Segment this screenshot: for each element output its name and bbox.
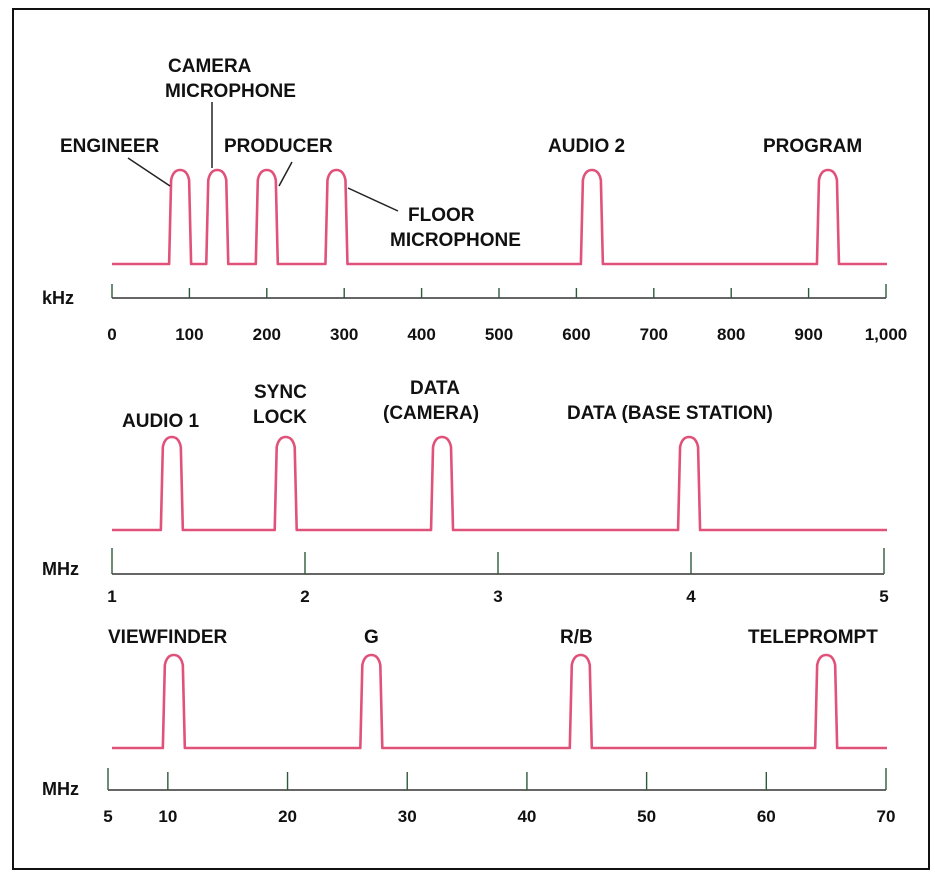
tick-label: 10	[158, 807, 177, 826]
tick-label: 800	[717, 325, 745, 344]
tick-label: 30	[398, 807, 417, 826]
peak-label-g: G	[364, 627, 379, 648]
peak-label-r-b: R/B	[560, 627, 593, 648]
axis-mhz-5-70: 5 10 20 30 40 50 60 70	[103, 768, 895, 826]
leader-engineer	[128, 158, 170, 186]
axis-unit-khz: kHz	[42, 288, 74, 308]
tick-label: 60	[757, 807, 776, 826]
tick-label: 400	[407, 325, 435, 344]
axis-unit-mhz-5-70: MHz	[42, 779, 79, 799]
peak-label-sync-lock-line1: SYNC	[254, 382, 307, 403]
tick-label: 50	[637, 807, 656, 826]
tick-label: 3	[493, 587, 502, 606]
peak-label-floor-microphone-line1: FLOOR	[408, 205, 475, 226]
panel-mhz-5-70: VIEWFINDER G R/B TELEPROMPT MHz 5 10 20 30 4…	[42, 627, 895, 826]
peak-label-engineer: ENGINEER	[60, 136, 160, 157]
panel-khz: ENGINEER CAMERA MICROPHONE PRODUCER FLOO…	[42, 56, 907, 344]
tick-label: 40	[517, 807, 536, 826]
tick-label: 4	[686, 587, 696, 606]
tick-label: 1,000	[865, 325, 908, 344]
peak-label-camera-microphone-line2: MICROPHONE	[165, 81, 296, 102]
tick-label: 200	[253, 325, 281, 344]
axis-mhz-1-5: 1 2 3 4 5	[107, 548, 888, 606]
peak-label-data-base-station: DATA (BASE STATION)	[567, 403, 773, 424]
peak-label-camera-microphone-line1: CAMERA	[168, 56, 252, 77]
leader-producer	[279, 162, 292, 186]
axis-khz: 0 100 200 300 400 500 600 700 800 900 1,000	[107, 284, 907, 344]
panel-mhz-1-5: AUDIO 1 SYNC LOCK DATA (CAMERA) DATA (BA…	[42, 378, 889, 606]
peak-label-floor-microphone-line2: MICROPHONE	[390, 230, 521, 251]
peak-label-viewfinder: VIEWFINDER	[108, 627, 228, 648]
peak-label-program: PROGRAM	[763, 136, 862, 157]
tick-label: 2	[300, 587, 309, 606]
peak-label-sync-lock-line2: LOCK	[253, 407, 307, 428]
tick-label: 500	[485, 325, 513, 344]
axis-unit-mhz-1-5: MHz	[42, 559, 79, 579]
tick-label: 70	[877, 807, 896, 826]
peak-label-audio-1: AUDIO 1	[122, 411, 200, 432]
tick-label: 600	[562, 325, 590, 344]
tick-label: 1	[107, 587, 116, 606]
peak-label-producer: PRODUCER	[224, 136, 333, 157]
tick-label: 900	[794, 325, 822, 344]
tick-label: 300	[330, 325, 358, 344]
spectrum-trace-mhz-1-5	[112, 437, 887, 530]
peak-label-data-camera-line1: DATA	[410, 378, 460, 399]
tick-label: 20	[278, 807, 297, 826]
tick-label: 100	[175, 325, 203, 344]
tick-label: 700	[640, 325, 668, 344]
leader-floor-microphone	[348, 188, 398, 211]
tick-label: 0	[107, 325, 116, 344]
tick-label: 5	[103, 807, 112, 826]
peak-label-audio-2: AUDIO 2	[548, 136, 625, 157]
spectrum-trace-mhz-5-70	[112, 655, 887, 748]
tick-label: 5	[879, 587, 888, 606]
peak-label-teleprompt: TELEPROMPT	[748, 627, 878, 648]
peak-label-data-camera-line2: (CAMERA)	[383, 403, 479, 424]
